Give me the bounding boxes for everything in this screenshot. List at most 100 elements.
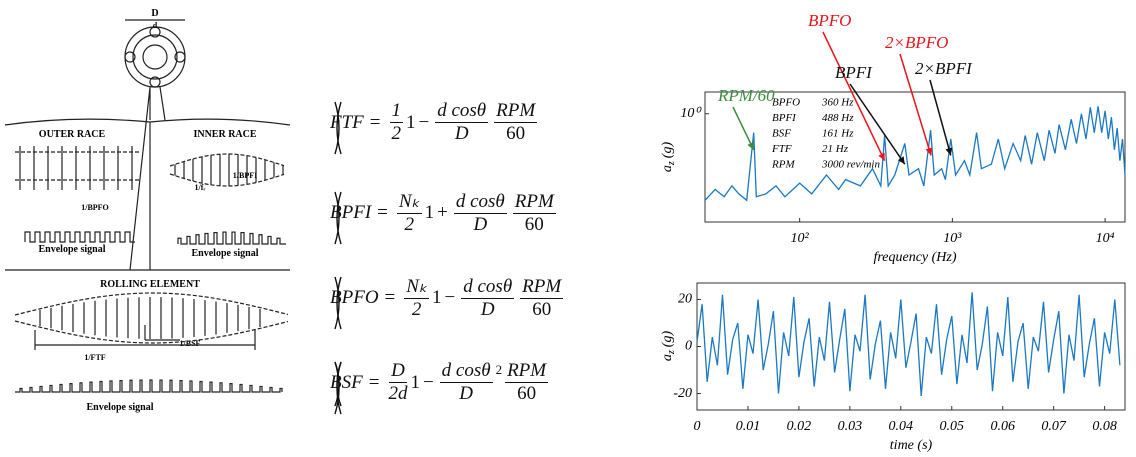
envelope xyxy=(15,379,283,393)
y-label-symbol: a xyxy=(660,165,675,172)
y-tick-label: -20 xyxy=(673,386,692,401)
annotation-arrow xyxy=(849,83,906,165)
arrow-head xyxy=(747,141,754,150)
parenthesis xyxy=(334,191,340,245)
arrow-head xyxy=(897,156,905,165)
annotation-arrow xyxy=(732,106,755,151)
impulse xyxy=(19,146,133,190)
annotation-arrow xyxy=(822,31,886,162)
op: − xyxy=(422,371,434,393)
annotation-label: RPM/60 xyxy=(717,86,775,105)
op: + xyxy=(437,202,448,223)
plot-frame xyxy=(696,282,1126,411)
parenthesis-stroke xyxy=(336,191,342,245)
x-axis-label: time (s) xyxy=(890,438,933,453)
parenthesis xyxy=(334,361,340,415)
one: 1 xyxy=(424,202,435,223)
one: 1 xyxy=(432,287,442,308)
bearing-inner xyxy=(142,44,168,70)
parenthesis xyxy=(336,361,342,407)
parenthesis-stroke xyxy=(334,191,340,245)
annotation-label: 2×BPFO xyxy=(885,33,948,52)
eq-lhs: BPFO xyxy=(330,287,379,308)
rpm-den: 60 xyxy=(524,213,544,235)
divider xyxy=(4,86,291,271)
info-text: BSF xyxy=(772,128,791,140)
frac-num: d cosθ xyxy=(435,100,489,123)
one: 1 xyxy=(406,111,416,133)
fraction: d cosθ D xyxy=(461,275,515,321)
eq-sign: = xyxy=(377,202,388,223)
x-tick-label: 0.03 xyxy=(838,419,863,434)
frac-den: D xyxy=(473,213,488,235)
rpm-den: 60 xyxy=(506,123,526,144)
annotation-label: BPFI xyxy=(835,63,873,82)
arrow-head xyxy=(878,152,885,161)
annotation-label: 2×BPFI xyxy=(915,59,973,78)
fraction: RPM 60 xyxy=(505,360,549,405)
info-text: 161 Hz xyxy=(822,128,854,140)
x-tick-label: 0.01 xyxy=(736,419,761,434)
one: 1 xyxy=(410,371,420,393)
ball xyxy=(149,76,161,88)
x-tick-label: 0.02 xyxy=(787,419,812,434)
parenthesis-stroke xyxy=(336,361,342,407)
info-text: 21 Hz xyxy=(822,143,849,155)
coef-den: 2d xyxy=(388,383,408,404)
x-tick-label: 0.05 xyxy=(940,419,965,434)
x-tick-label: 0.06 xyxy=(990,419,1015,434)
info-text: FTF xyxy=(771,143,792,155)
fraction: Nₖ 2 xyxy=(404,275,430,321)
period-label: 1/BSF xyxy=(180,339,201,348)
x-tick-label: 10³ xyxy=(943,231,962,246)
equation: BPFI = Nₖ 2 1 + d cosθ D RPM 60 xyxy=(330,190,559,245)
y-axis-label: az (g) xyxy=(660,331,677,362)
bearing-diagram: D d OUTER RACE INNER RACE 1/BPFO 1/BPFI … xyxy=(4,8,291,413)
x-tick-label: 0.04 xyxy=(889,419,914,434)
x-axis-label: frequency (Hz) xyxy=(873,250,956,265)
rpm: RPM xyxy=(505,360,549,383)
y-label-unit: (g) xyxy=(660,142,675,159)
envelope-label: Envelope signal xyxy=(192,248,259,259)
fraction: D 2d xyxy=(388,360,407,405)
annotation-arrow xyxy=(899,53,932,156)
rpm: RPM xyxy=(512,190,556,214)
op: − xyxy=(418,111,430,133)
y-tick-label: 20 xyxy=(678,292,692,307)
rpm-den: 60 xyxy=(517,383,537,404)
bearing-mid xyxy=(132,34,178,80)
info-text: BPFI xyxy=(772,112,797,124)
eq-sign: = xyxy=(384,287,396,308)
dim-d-inner: d xyxy=(153,21,158,30)
ball xyxy=(174,51,186,63)
coef-den: 2 xyxy=(411,299,422,320)
impulse xyxy=(39,297,261,339)
frac-num: d cosθ xyxy=(439,360,493,383)
race-line xyxy=(15,151,140,181)
equation: BSF = D 2d 1− d cosθ D 2 RPM 60 xyxy=(330,360,551,415)
fraction: RPM 60 xyxy=(520,276,564,321)
x-tick-label: 10² xyxy=(791,231,810,246)
op: − xyxy=(444,287,456,308)
y-tick-label: 0 xyxy=(685,339,692,354)
rpm: RPM xyxy=(494,100,538,123)
period-label: 1/BPFI xyxy=(233,171,257,180)
coef-num: Nₖ xyxy=(396,191,422,214)
equation: FTF = 1 2 1− d cosθ D RPM 60 xyxy=(330,100,540,155)
envelope-label: Envelope signal xyxy=(87,402,154,413)
period-label: 1/FTF xyxy=(84,353,105,362)
rolling-envelope xyxy=(14,292,289,344)
x-tick-label: 10⁴ xyxy=(1096,231,1115,246)
signal-line xyxy=(704,106,1126,202)
frac-num: d cosθ xyxy=(461,275,515,299)
power: 2 xyxy=(495,362,503,377)
envelope xyxy=(177,231,286,245)
arrow-head xyxy=(925,147,933,156)
signal-line xyxy=(696,292,1121,396)
fraction: d cosθ D xyxy=(453,191,507,236)
coef-num: Nₖ xyxy=(404,276,430,299)
coef-num: D xyxy=(389,360,407,383)
x-tick-label: 0.07 xyxy=(1041,419,1067,434)
info-text: 360 Hz xyxy=(821,97,854,109)
